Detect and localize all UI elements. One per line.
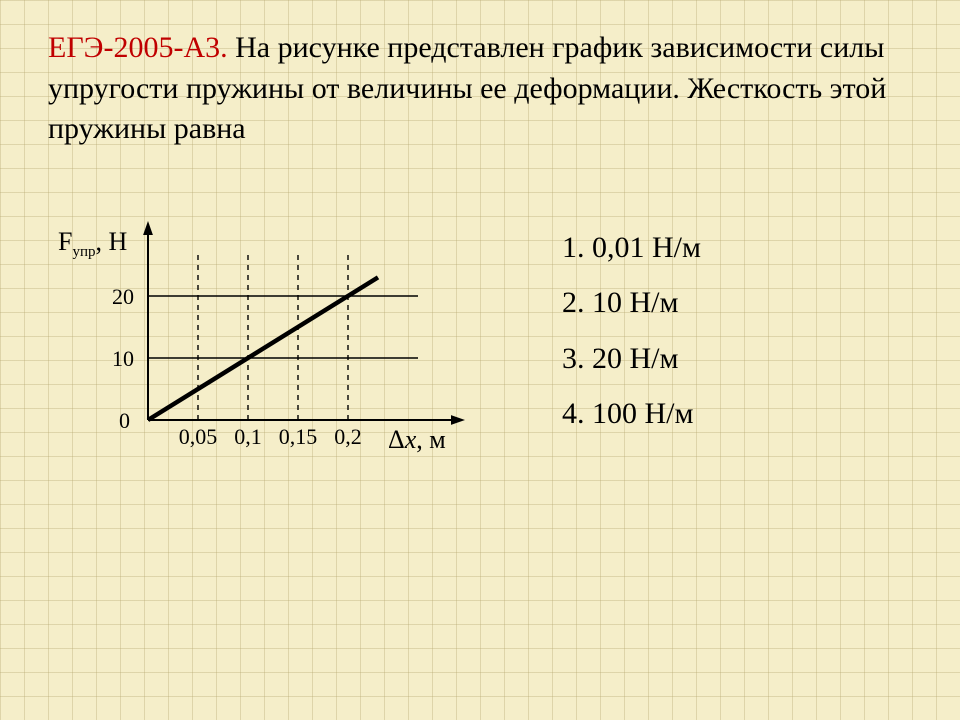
chart-svg: 0 10 20 0,05 0,1 0,15 0,2 Fупр, Н Δx, м	[48, 220, 478, 480]
chart: 0 10 20 0,05 0,1 0,15 0,2 Fупр, Н Δx, м	[48, 220, 508, 480]
question-text: ЕГЭ-2005-А3. На рисунке представлен граф…	[48, 28, 912, 150]
answer-option: 100 Н/м	[592, 386, 701, 442]
svg-text:Δx, м: Δx, м	[388, 425, 446, 454]
svg-text:0,2: 0,2	[334, 424, 362, 449]
svg-text:20: 20	[112, 284, 134, 309]
svg-text:Fупр, Н: Fупр, Н	[58, 227, 128, 260]
svg-text:0,1: 0,1	[234, 424, 262, 449]
answers-panel: 0,01 Н/м 10 Н/м 20 Н/м 100 Н/м	[558, 220, 701, 442]
answer-option: 10 Н/м	[592, 275, 701, 331]
svg-text:10: 10	[112, 346, 134, 371]
question-lead: ЕГЭ-2005-А3.	[48, 31, 228, 64]
answers-list: 0,01 Н/м 10 Н/м 20 Н/м 100 Н/м	[558, 220, 701, 442]
svg-text:0,15: 0,15	[279, 424, 318, 449]
svg-text:0: 0	[119, 408, 130, 433]
answer-option: 0,01 Н/м	[592, 220, 701, 276]
svg-text:0,05: 0,05	[179, 424, 218, 449]
answer-option: 20 Н/м	[592, 331, 701, 387]
